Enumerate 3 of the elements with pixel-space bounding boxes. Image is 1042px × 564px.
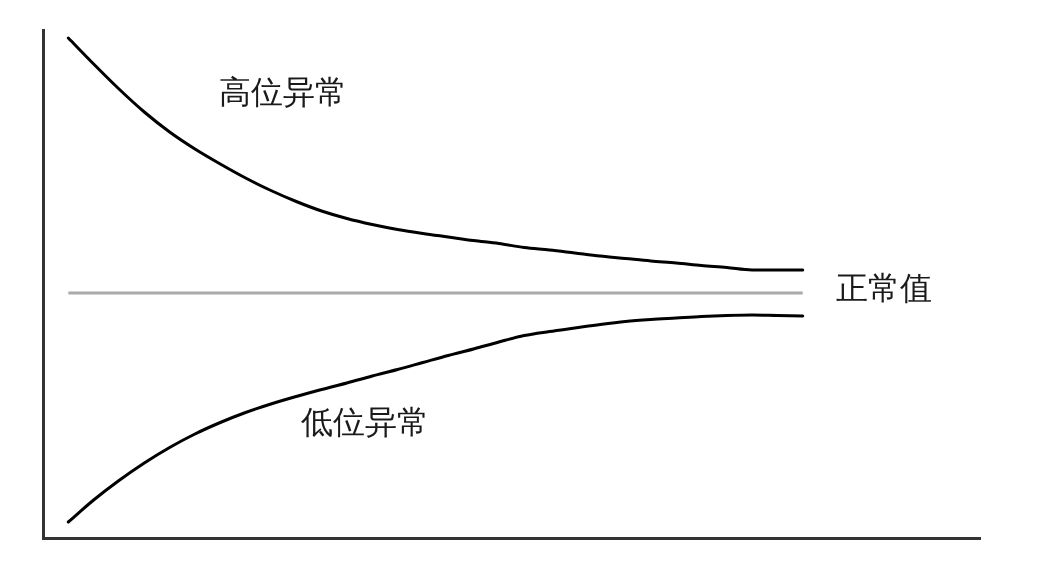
ref-line-label: 正常值: [835, 269, 932, 308]
series-label: 低位异常: [300, 402, 429, 441]
series-label: 高位异常: [219, 72, 348, 111]
